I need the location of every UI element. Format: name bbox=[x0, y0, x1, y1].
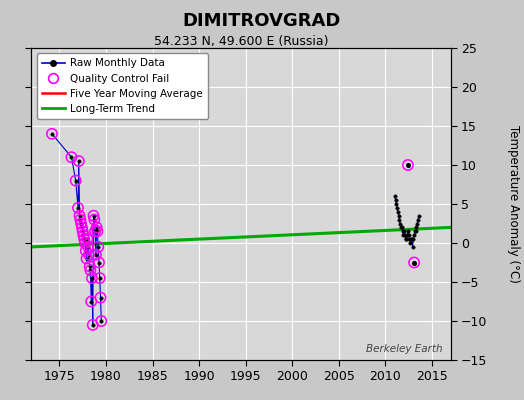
Point bbox=[89, 322, 97, 328]
Point bbox=[85, 252, 93, 258]
Point bbox=[85, 263, 94, 270]
Point bbox=[79, 228, 87, 234]
Point bbox=[96, 294, 105, 301]
Point bbox=[87, 298, 95, 305]
Y-axis label: Temperature Anomaly (°C): Temperature Anomaly (°C) bbox=[507, 125, 520, 283]
Point bbox=[79, 232, 88, 238]
Point bbox=[92, 252, 100, 258]
Point bbox=[82, 248, 90, 254]
Point bbox=[82, 255, 91, 262]
Point bbox=[95, 259, 103, 266]
Point bbox=[88, 275, 96, 281]
Point bbox=[410, 259, 418, 266]
Point bbox=[90, 216, 99, 223]
Point bbox=[91, 228, 99, 234]
Point bbox=[94, 244, 102, 250]
Point bbox=[80, 236, 89, 242]
Point bbox=[76, 216, 84, 223]
Point bbox=[75, 212, 84, 219]
Point bbox=[90, 212, 98, 219]
Point bbox=[404, 162, 412, 168]
Title: 54.233 N, 49.600 E (Russia): 54.233 N, 49.600 E (Russia) bbox=[154, 35, 329, 48]
Point bbox=[78, 224, 86, 230]
Point bbox=[95, 275, 104, 281]
Point bbox=[404, 162, 412, 168]
Point bbox=[48, 130, 56, 137]
Point bbox=[74, 158, 83, 164]
Point bbox=[97, 318, 105, 324]
Text: DIMITROVGRAD: DIMITROVGRAD bbox=[183, 12, 341, 30]
Point bbox=[83, 236, 92, 242]
Point bbox=[71, 178, 80, 184]
Point bbox=[81, 240, 89, 246]
Point bbox=[84, 244, 92, 250]
Point bbox=[86, 267, 95, 274]
Point bbox=[92, 224, 101, 230]
Point bbox=[67, 154, 75, 160]
Point bbox=[410, 259, 418, 266]
Point bbox=[77, 220, 85, 227]
Point bbox=[74, 205, 82, 211]
Point bbox=[93, 228, 102, 234]
Text: Berkeley Earth: Berkeley Earth bbox=[366, 344, 442, 354]
Legend: Raw Monthly Data, Quality Control Fail, Five Year Moving Average, Long-Term Tren: Raw Monthly Data, Quality Control Fail, … bbox=[37, 53, 208, 119]
